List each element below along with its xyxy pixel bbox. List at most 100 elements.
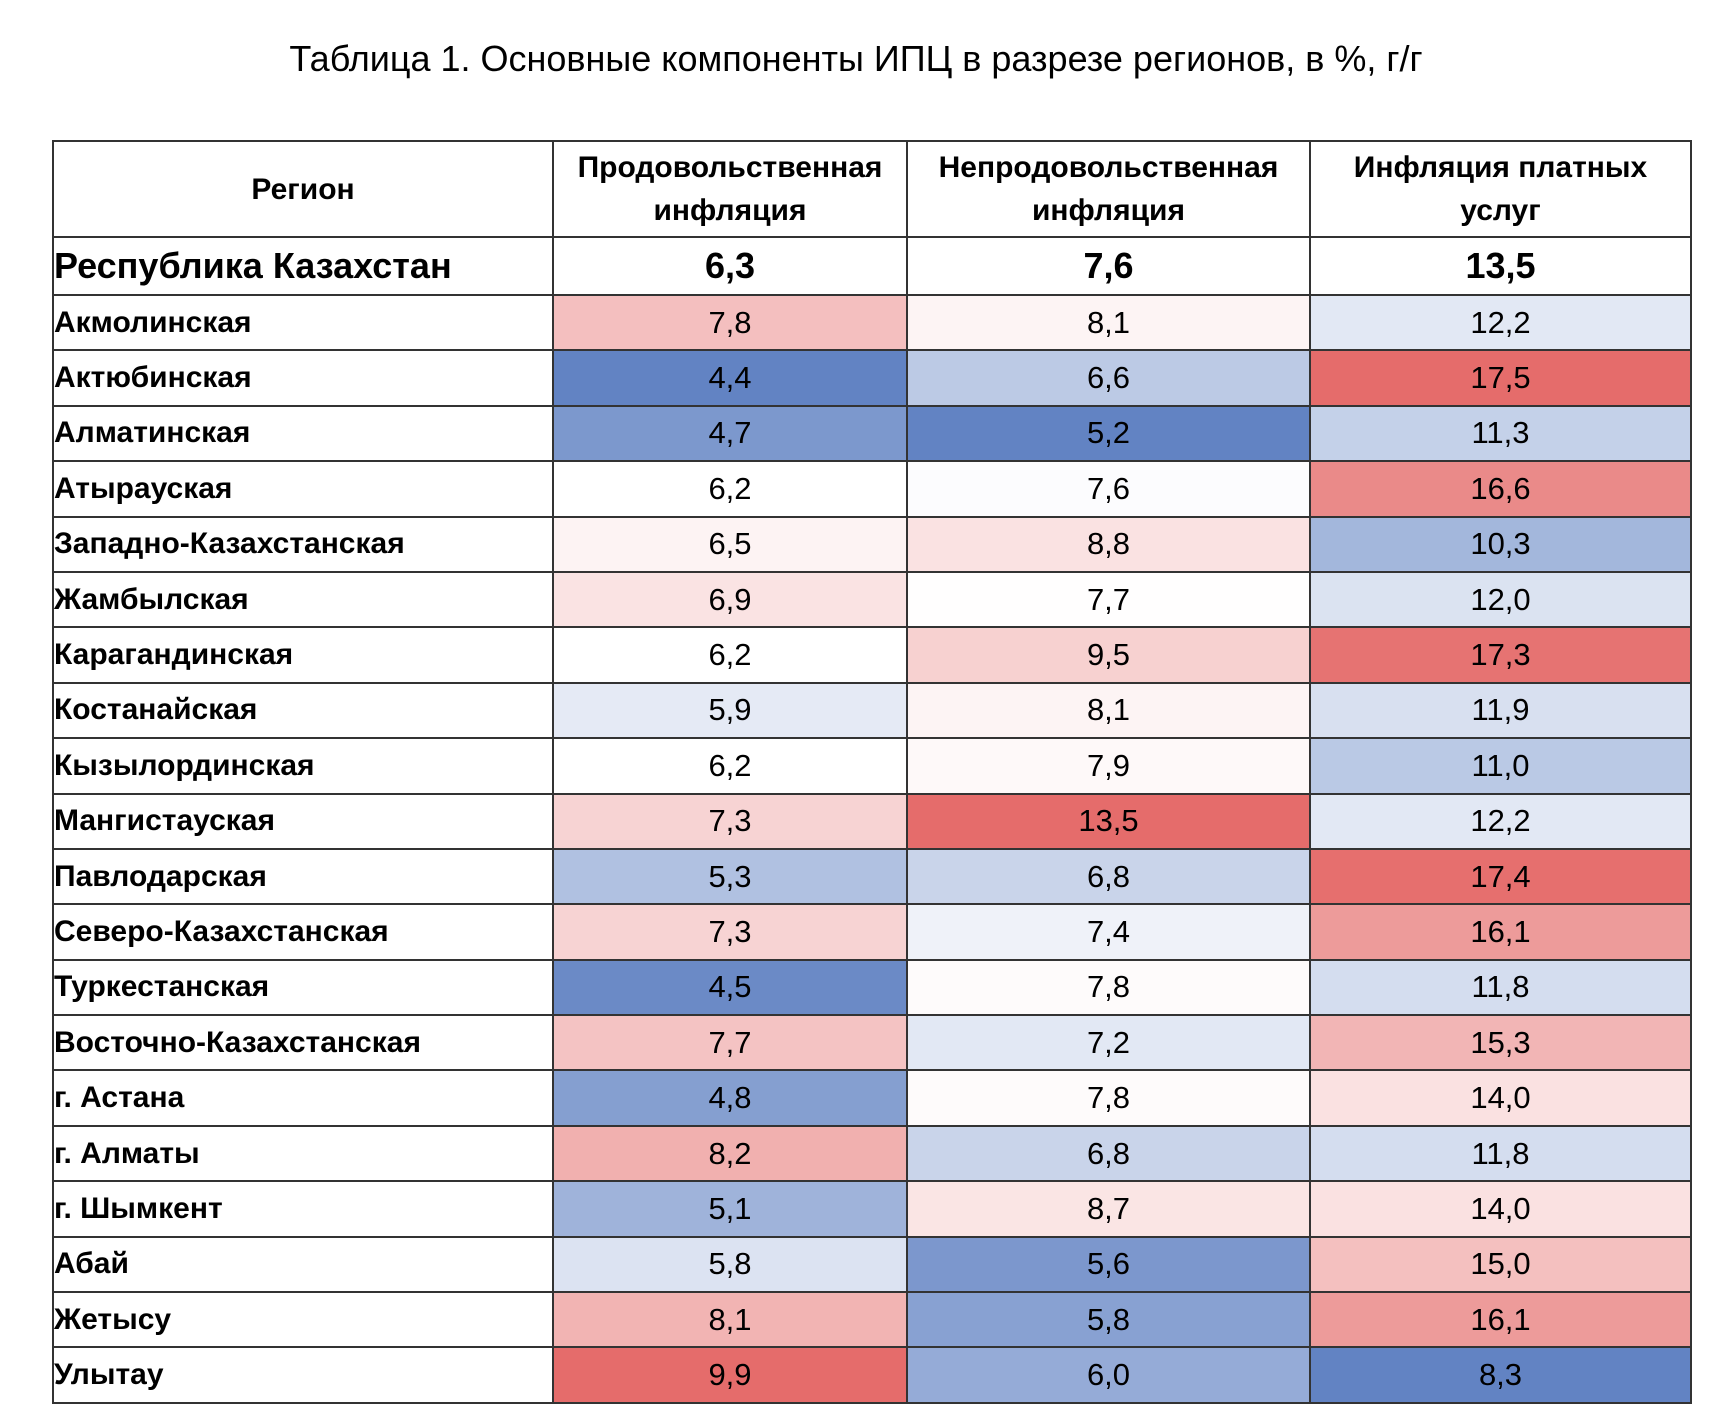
nonfood-value-cell: 5,2 xyxy=(906,404,1311,463)
food-value-cell: 4,7 xyxy=(552,404,908,463)
services-value-cell: 14,0 xyxy=(1309,1180,1692,1238)
nonfood-value-cell: 7,4 xyxy=(906,903,1311,961)
table-row: Абай 5,8 5,6 15,0 xyxy=(52,1235,1692,1294)
services-value-cell: 12,0 xyxy=(1309,570,1692,629)
region-cell: Западно-Казахстанская xyxy=(52,515,554,573)
nonfood-value-cell: 6,6 xyxy=(906,349,1311,407)
table-row: Северо-Казахстанская 7,3 7,4 16,1 xyxy=(52,903,1692,961)
table-row: г. Алматы 8,2 6,8 11,8 xyxy=(52,1124,1692,1183)
cpi-regions-table: Регион Продовольственная инфляция Непрод… xyxy=(52,140,1692,1404)
food-value-cell: 6,2 xyxy=(552,460,908,518)
services-value-cell: 17,5 xyxy=(1309,349,1692,407)
services-value-cell: 11,8 xyxy=(1309,1124,1692,1183)
nonfood-value-cell: 6,8 xyxy=(906,847,1311,906)
nonfood-value-cell: 7,2 xyxy=(906,1014,1311,1072)
region-cell: г. Астана xyxy=(52,1069,554,1127)
table-row: Актюбинская 4,4 6,6 17,5 xyxy=(52,349,1692,407)
services-value-cell: 16,1 xyxy=(1309,1291,1692,1349)
table-row: Атырауская 6,2 7,6 16,6 xyxy=(52,460,1692,518)
nonfood-value-cell: 8,8 xyxy=(906,515,1311,573)
services-value-cell: 16,6 xyxy=(1309,460,1692,518)
table-row: Восточно-Казахстанская 7,7 7,2 15,3 xyxy=(52,1014,1692,1072)
services-value-cell: 11,0 xyxy=(1309,737,1692,795)
food-value-cell: 6,9 xyxy=(552,570,908,629)
table-body: Республика Казахстан 6,3 7,6 13,5 Акмоли… xyxy=(52,236,1692,1404)
table-row: Жетысу 8,1 5,8 16,1 xyxy=(52,1291,1692,1349)
food-value-cell: 7,7 xyxy=(552,1014,908,1072)
table-title: Таблица 1. Основные компоненты ИПЦ в раз… xyxy=(289,38,1423,79)
nonfood-value-cell: 7,8 xyxy=(906,958,1311,1017)
header-food-inflation: Продовольственная инфляция xyxy=(552,140,908,238)
nonfood-value-cell: 5,8 xyxy=(906,1291,1311,1349)
food-value-cell: 4,8 xyxy=(552,1069,908,1127)
food-value-cell: 4,4 xyxy=(552,349,908,407)
region-cell: Восточно-Казахстанская xyxy=(52,1014,554,1072)
total-services-cell: 13,5 xyxy=(1309,236,1692,296)
food-value-cell: 7,3 xyxy=(552,792,908,850)
table-row: Алматинская 4,7 5,2 11,3 xyxy=(52,404,1692,463)
food-value-cell: 7,8 xyxy=(552,293,908,352)
table-row: г. Астана 4,8 7,8 14,0 xyxy=(52,1069,1692,1127)
header-row: Регион Продовольственная инфляция Непрод… xyxy=(52,140,1692,238)
services-value-cell: 15,0 xyxy=(1309,1235,1692,1294)
header-nonfood-line-2: инфляция xyxy=(1031,194,1186,227)
nonfood-value-cell: 9,5 xyxy=(906,626,1311,684)
region-cell: Атырауская xyxy=(52,460,554,518)
header-food-line-1: Продовольственная xyxy=(577,151,883,184)
nonfood-value-cell: 7,8 xyxy=(906,1069,1311,1127)
nonfood-value-cell: 7,9 xyxy=(906,737,1311,795)
table-row: Мангистауская 7,3 13,5 12,2 xyxy=(52,792,1692,850)
region-cell: г. Алматы xyxy=(52,1124,554,1183)
table-row: Туркестанская 4,5 7,8 11,8 xyxy=(52,958,1692,1017)
nonfood-value-cell: 7,6 xyxy=(906,460,1311,518)
table-row: Карагандинская 6,2 9,5 17,3 xyxy=(52,626,1692,684)
region-cell: Акмолинская xyxy=(52,293,554,352)
region-cell: Жамбылская xyxy=(52,570,554,629)
services-value-cell: 17,4 xyxy=(1309,847,1692,906)
nonfood-value-cell: 5,6 xyxy=(906,1235,1311,1294)
header-region: Регион xyxy=(52,140,554,238)
food-value-cell: 8,2 xyxy=(552,1124,908,1183)
header-region-line-1: Регион xyxy=(251,172,355,206)
services-value-cell: 12,2 xyxy=(1309,293,1692,352)
services-value-cell: 17,3 xyxy=(1309,626,1692,684)
table-row: г. Шымкент 5,1 8,7 14,0 xyxy=(52,1180,1692,1238)
nonfood-value-cell: 7,7 xyxy=(906,570,1311,629)
food-value-cell: 5,9 xyxy=(552,681,908,740)
header-nonfood-inflation: Непродовольственная инфляция xyxy=(906,140,1311,238)
header-services-line-1: Инфляция платных xyxy=(1353,151,1648,184)
table-row: Костанайская 5,9 8,1 11,9 xyxy=(52,681,1692,740)
food-value-cell: 9,9 xyxy=(552,1346,908,1404)
region-cell: Алматинская xyxy=(52,404,554,463)
table-row: Улытау 9,9 6,0 8,3 xyxy=(52,1346,1692,1404)
table-row: Кызылординская 6,2 7,9 11,0 xyxy=(52,737,1692,795)
food-value-cell: 6,5 xyxy=(552,515,908,573)
total-region-cell: Республика Казахстан xyxy=(52,236,554,296)
nonfood-value-cell: 8,1 xyxy=(906,293,1311,352)
region-cell: Северо-Казахстанская xyxy=(52,903,554,961)
nonfood-value-cell: 13,5 xyxy=(906,792,1311,850)
region-cell: г. Шымкент xyxy=(52,1180,554,1238)
services-value-cell: 10,3 xyxy=(1309,515,1692,573)
header-services-inflation: Инфляция платных услуг xyxy=(1309,140,1692,238)
nonfood-value-cell: 8,1 xyxy=(906,681,1311,740)
region-cell: Актюбинская xyxy=(52,349,554,407)
header-services-line-2: услуг xyxy=(1460,194,1541,227)
food-value-cell: 5,8 xyxy=(552,1235,908,1294)
food-value-cell: 6,2 xyxy=(552,626,908,684)
nonfood-value-cell: 6,8 xyxy=(906,1124,1311,1183)
services-value-cell: 11,3 xyxy=(1309,404,1692,463)
table-row: Акмолинская 7,8 8,1 12,2 xyxy=(52,293,1692,352)
services-value-cell: 16,1 xyxy=(1309,903,1692,961)
total-food-cell: 6,3 xyxy=(552,236,908,296)
region-cell: Кызылординская xyxy=(52,737,554,795)
region-cell: Павлодарская xyxy=(52,847,554,906)
region-cell: Жетысу xyxy=(52,1291,554,1349)
food-value-cell: 7,3 xyxy=(552,903,908,961)
region-cell: Туркестанская xyxy=(52,958,554,1017)
food-value-cell: 5,3 xyxy=(552,847,908,906)
total-row: Республика Казахстан 6,3 7,6 13,5 xyxy=(52,236,1692,296)
region-cell: Мангистауская xyxy=(52,792,554,850)
services-value-cell: 8,3 xyxy=(1309,1346,1692,1404)
total-nonfood-cell: 7,6 xyxy=(906,236,1311,296)
